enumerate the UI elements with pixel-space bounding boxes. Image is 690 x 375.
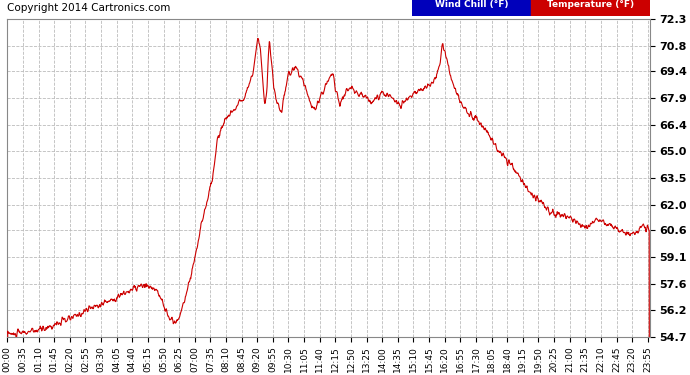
Text: Copyright 2014 Cartronics.com: Copyright 2014 Cartronics.com xyxy=(8,3,170,13)
